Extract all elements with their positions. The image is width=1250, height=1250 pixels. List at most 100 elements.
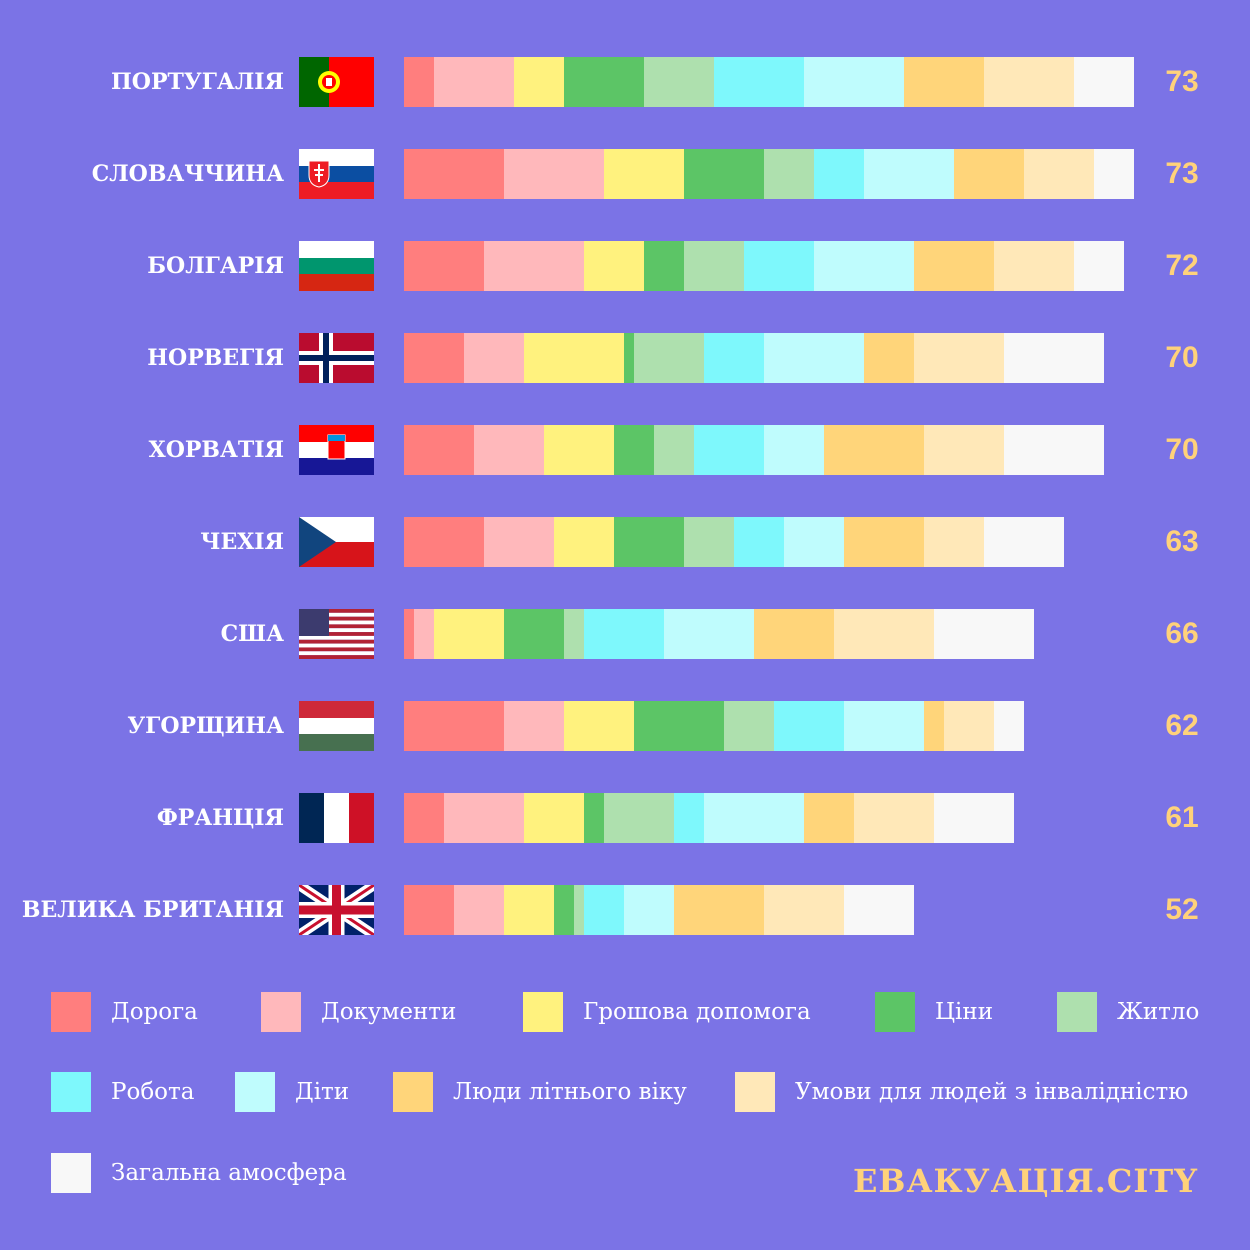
bar-segment xyxy=(404,149,504,199)
flag-bulgaria-icon xyxy=(299,241,374,291)
legend-label: Діти xyxy=(295,1079,350,1105)
flag-czechia-icon xyxy=(299,517,374,567)
bar-segment xyxy=(584,241,644,291)
total-label: 73 xyxy=(1165,65,1199,98)
bar-segment xyxy=(864,333,914,383)
bar-segment xyxy=(614,517,684,567)
legend-item: Дорога xyxy=(51,992,198,1032)
total-label: 73 xyxy=(1165,157,1199,190)
bar-segment xyxy=(674,793,704,843)
legend-item: Діти xyxy=(235,1072,349,1112)
bar-segment xyxy=(634,333,704,383)
country-label: ЧЕХІЯ xyxy=(200,529,284,555)
bar-segment xyxy=(954,149,1024,199)
flag-france-icon xyxy=(299,793,374,843)
country-label: БОЛГАРІЯ xyxy=(147,253,284,279)
bar-segment xyxy=(824,425,924,475)
bar-segment xyxy=(684,149,764,199)
bar-segment xyxy=(744,241,814,291)
legend-swatch xyxy=(875,992,915,1032)
country-label: УГОРЩИНА xyxy=(127,713,284,739)
bar-segment xyxy=(644,241,684,291)
bar-row xyxy=(404,333,1104,383)
bar-segment xyxy=(674,885,764,935)
bar-segment xyxy=(844,885,914,935)
bar-segment xyxy=(1004,333,1104,383)
bar-segment xyxy=(584,885,624,935)
country-label: СЛОВАЧЧИНА xyxy=(91,161,284,187)
legend-swatch xyxy=(1057,992,1097,1032)
bar-segment xyxy=(414,609,434,659)
legend-swatch xyxy=(235,1072,275,1112)
bar-row xyxy=(404,793,1014,843)
bar-segment xyxy=(684,517,734,567)
legend-item: Робота xyxy=(51,1072,194,1112)
bar-segment xyxy=(514,57,564,107)
bar-row xyxy=(404,241,1124,291)
bar-segment xyxy=(524,333,624,383)
total-label: 63 xyxy=(1165,525,1199,558)
bar-segment xyxy=(934,609,1034,659)
bar-segment xyxy=(1094,149,1134,199)
bar-segment xyxy=(584,609,664,659)
bar-segment xyxy=(404,333,464,383)
bar-segment xyxy=(484,517,554,567)
legend-label: Умови для людей з інвалідністю xyxy=(795,1079,1189,1105)
bar-segment xyxy=(654,425,694,475)
total-label: 52 xyxy=(1165,893,1199,926)
bar-segment xyxy=(454,885,504,935)
flag-hungary-icon xyxy=(299,701,374,751)
bar-segment xyxy=(554,885,574,935)
legend-label: Дорога xyxy=(111,999,198,1025)
legend-label: Грошова допомога xyxy=(583,999,811,1025)
bar-segment xyxy=(924,425,1004,475)
bar-segment xyxy=(854,793,934,843)
bar-segment xyxy=(564,609,584,659)
bar-segment xyxy=(614,425,654,475)
bar-segment xyxy=(914,333,1004,383)
total-label: 61 xyxy=(1165,801,1199,834)
bar-segment xyxy=(684,241,744,291)
total-label: 72 xyxy=(1165,249,1199,282)
brand-logo: ЕВАКУАЦІЯ.CITY xyxy=(853,1162,1198,1200)
legend-swatch xyxy=(735,1072,775,1112)
bar-segment xyxy=(924,701,944,751)
bar-segment xyxy=(544,425,614,475)
flag-slovakia-icon xyxy=(299,149,374,199)
flag-norway-icon xyxy=(299,333,374,383)
flag-portugal-icon xyxy=(299,57,374,107)
bar-segment xyxy=(584,793,604,843)
total-label: 62 xyxy=(1165,709,1199,742)
country-label: США xyxy=(220,621,284,647)
bar-segment xyxy=(604,793,674,843)
bar-segment xyxy=(844,517,924,567)
bar-segment xyxy=(764,333,864,383)
bar-segment xyxy=(984,57,1074,107)
bar-row xyxy=(404,425,1104,475)
bar-segment xyxy=(844,701,924,751)
bar-row xyxy=(404,517,1064,567)
bar-segment xyxy=(404,241,484,291)
legend-label: Документи xyxy=(321,999,457,1025)
bar-segment xyxy=(404,517,484,567)
country-label: ПОРТУГАЛІЯ xyxy=(111,69,284,95)
bar-segment xyxy=(994,241,1074,291)
legend-label: Ціни xyxy=(935,999,994,1025)
bar-segment xyxy=(904,57,984,107)
bar-segment xyxy=(434,609,504,659)
bar-segment xyxy=(864,149,954,199)
total-label: 66 xyxy=(1165,617,1199,650)
bar-segment xyxy=(464,333,524,383)
bar-segment xyxy=(764,425,824,475)
legend-swatch xyxy=(51,1153,91,1193)
bar-segment xyxy=(804,793,854,843)
bar-segment xyxy=(504,609,564,659)
legend-item: Грошова допомога xyxy=(523,992,811,1032)
bar-segment xyxy=(944,701,994,751)
legend-item: Люди літнього віку xyxy=(393,1072,687,1112)
bar-segment xyxy=(564,57,644,107)
bar-segment xyxy=(694,425,764,475)
country-label: ХОРВАТІЯ xyxy=(148,437,284,463)
flag-usa-icon xyxy=(299,609,374,659)
bar-segment xyxy=(814,241,914,291)
